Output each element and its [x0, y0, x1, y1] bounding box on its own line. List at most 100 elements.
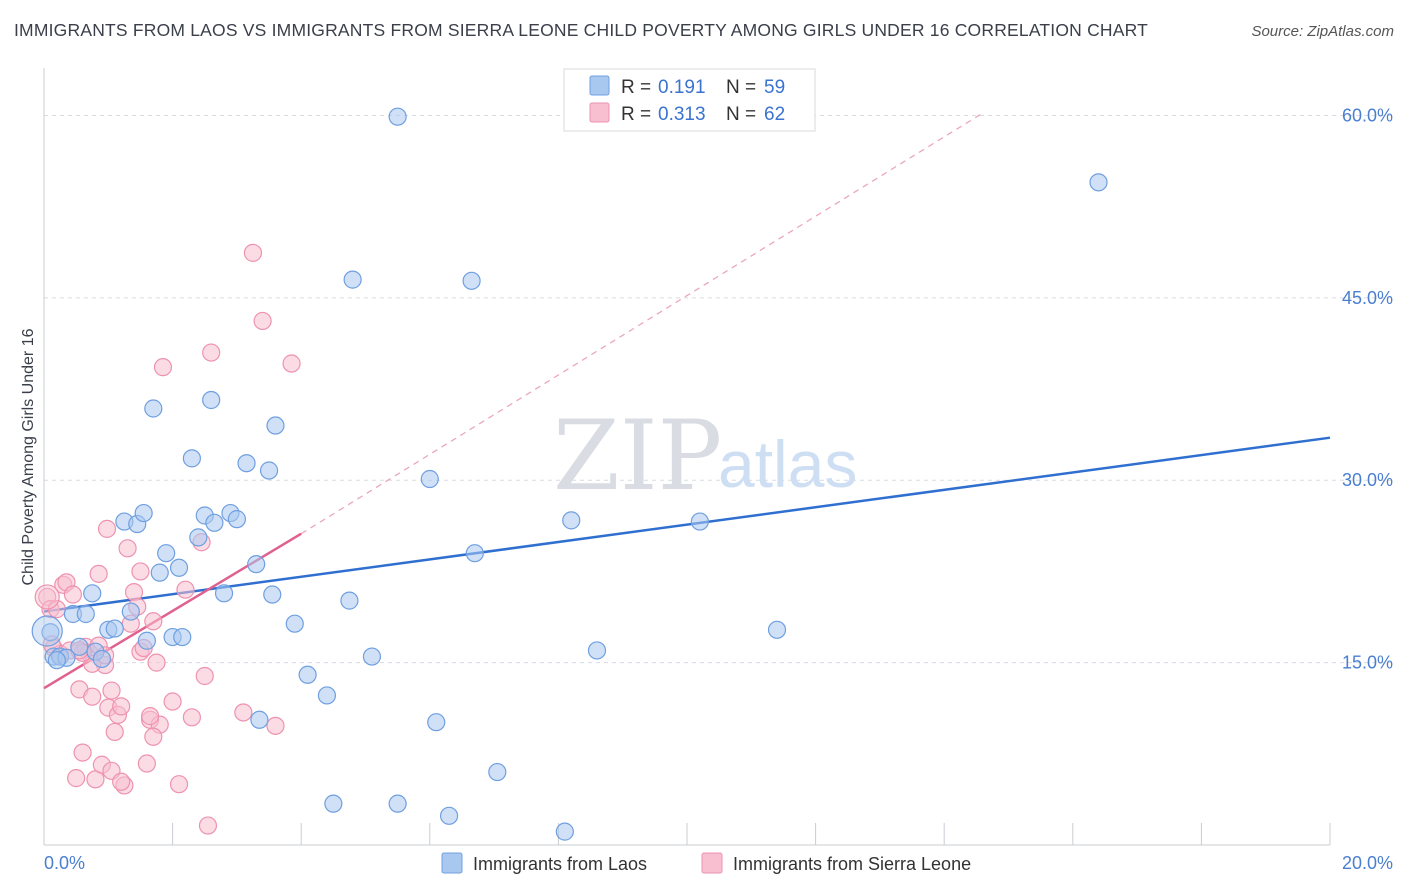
- point-laos: [41, 623, 60, 642]
- legend-n-value-sierra-leone: 62: [764, 104, 785, 125]
- point-laos: [462, 271, 481, 290]
- trend-line-sierra-leone-extended: [300, 112, 984, 535]
- point-laos: [259, 461, 279, 480]
- point-sierra-leone: [198, 816, 218, 835]
- point-sierra-leone: [118, 539, 137, 558]
- bottom-legend-label-laos: Immigrants from Laos: [473, 854, 647, 874]
- point-sierra-leone: [63, 585, 83, 604]
- point-laos: [343, 270, 362, 289]
- point-sierra-leone: [163, 692, 182, 711]
- bottom-legend-swatch-sierra-leone: [701, 852, 723, 874]
- point-laos: [227, 510, 246, 529]
- point-sierra-leone: [144, 612, 163, 631]
- point-sierra-leone: [147, 653, 166, 672]
- point-laos: [362, 647, 382, 666]
- x-tick-label: 0.0%: [44, 853, 85, 873]
- legend-n-label-laos: N =: [726, 77, 756, 98]
- bottom-legend-label-sierra-leone: Immigrants from Sierra Leone: [733, 854, 971, 874]
- point-sierra-leone: [140, 707, 160, 726]
- point-laos: [324, 794, 343, 813]
- point-laos: [134, 503, 153, 523]
- point-sierra-leone: [243, 243, 263, 262]
- point-sierra-leone: [97, 519, 117, 538]
- point-laos: [237, 454, 256, 473]
- watermark: ZIP atlas: [553, 400, 857, 512]
- point-laos: [465, 544, 484, 563]
- legend-r-value-sierra-leone: 0.313: [658, 104, 706, 125]
- tick-labels: 15.0% 30.0% 45.0% 60.0% 0.0% 20.0%: [44, 105, 1393, 873]
- point-sierra-leone: [182, 708, 201, 727]
- point-laos: [298, 665, 317, 684]
- legend-swatch-laos: [589, 75, 610, 96]
- point-sierra-leone: [176, 580, 195, 599]
- point-laos: [76, 604, 95, 624]
- point-laos: [340, 591, 359, 610]
- point-laos: [202, 390, 221, 410]
- legend-box: R = 0.191 N = 59 R = 0.313 N = 62: [563, 68, 816, 132]
- point-sierra-leone: [83, 687, 102, 706]
- point-sierra-leone: [112, 772, 131, 791]
- point-laos: [83, 584, 102, 603]
- point-laos: [70, 637, 89, 656]
- y-tick-label: 60.0%: [1342, 105, 1393, 125]
- point-sierra-leone: [195, 666, 214, 686]
- point-laos: [420, 469, 439, 489]
- point-sierra-leone: [153, 358, 173, 377]
- y-axis-label: Child Poverty Among Girls Under 16: [20, 328, 37, 585]
- point-sierra-leone: [253, 311, 272, 331]
- source-credit: Source: ZipAtlas.com: [1251, 23, 1394, 40]
- point-laos: [587, 641, 607, 660]
- point-laos: [214, 584, 234, 603]
- y-tick-label: 45.0%: [1342, 288, 1393, 308]
- point-sierra-leone: [234, 703, 253, 722]
- trend-line-laos: [43, 436, 1331, 613]
- legend-swatch-sierra-leone: [589, 102, 610, 123]
- data-points: [31, 107, 1108, 841]
- point-laos: [92, 649, 111, 669]
- point-sierra-leone: [112, 697, 131, 716]
- point-sierra-leone: [202, 343, 221, 362]
- legend-r-label-laos: R =: [621, 77, 651, 98]
- watermark-zip: ZIP: [553, 400, 722, 512]
- y-tick-label: 15.0%: [1342, 653, 1393, 673]
- point-laos: [250, 710, 269, 729]
- watermark-atlas: atlas: [718, 427, 857, 501]
- point-laos: [285, 614, 304, 633]
- point-laos: [205, 513, 224, 532]
- point-laos: [121, 602, 140, 621]
- point-laos: [169, 558, 189, 577]
- point-laos: [150, 563, 169, 582]
- point-laos: [263, 585, 282, 604]
- point-sierra-leone: [89, 564, 108, 583]
- point-sierra-leone: [266, 716, 285, 735]
- point-laos: [173, 627, 192, 647]
- legend-n-value-laos: 59: [764, 77, 785, 98]
- point-laos: [144, 399, 163, 418]
- legend-n-label-sierra-leone: N =: [726, 104, 756, 125]
- point-sierra-leone: [169, 775, 189, 794]
- point-sierra-leone: [137, 754, 156, 773]
- bottom-legend-swatch-laos: [441, 852, 463, 874]
- y-tick-label: 30.0%: [1342, 470, 1393, 490]
- point-laos: [555, 822, 574, 841]
- point-laos: [388, 794, 407, 813]
- point-laos: [31, 615, 63, 647]
- point-laos: [105, 619, 124, 638]
- bottom-legend: Immigrants from Laos Immigrants from Sie…: [441, 852, 971, 874]
- point-laos: [317, 686, 337, 705]
- point-sierra-leone: [102, 681, 121, 700]
- x-tick-label: 20.0%: [1342, 853, 1393, 873]
- point-laos: [439, 806, 459, 825]
- point-sierra-leone: [73, 743, 92, 762]
- point-laos: [137, 631, 156, 650]
- point-laos: [767, 620, 787, 639]
- point-laos: [690, 512, 709, 531]
- point-laos: [488, 762, 507, 782]
- legend-r-label-sierra-leone: R =: [621, 104, 651, 125]
- point-sierra-leone: [282, 354, 301, 373]
- point-laos: [182, 449, 201, 468]
- point-sierra-leone: [144, 727, 163, 746]
- point-sierra-leone: [105, 722, 124, 742]
- point-laos: [388, 107, 407, 126]
